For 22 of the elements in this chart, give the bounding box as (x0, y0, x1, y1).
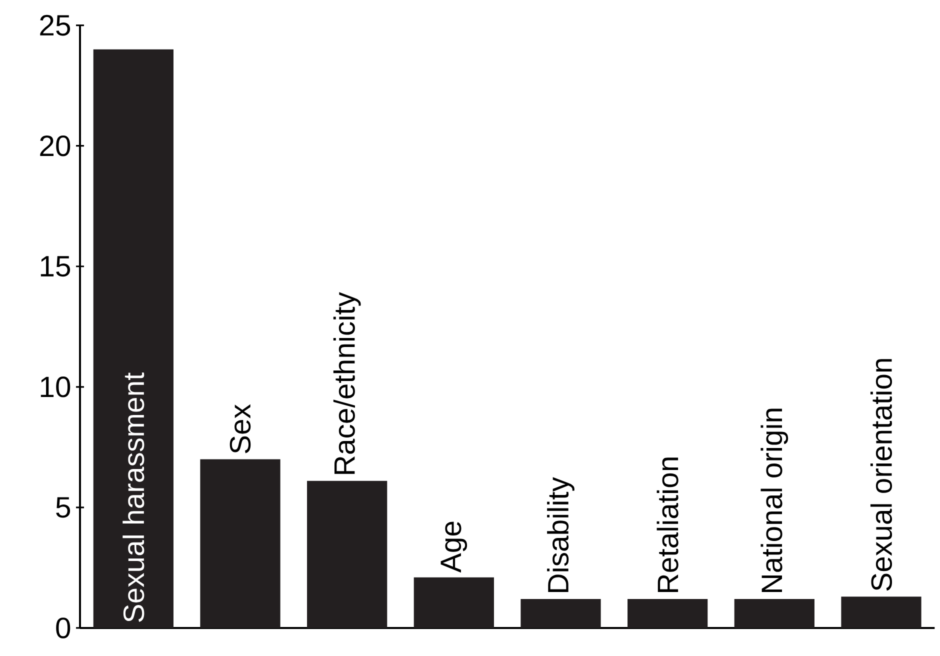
x-tick-label: National origin (760, 408, 788, 592)
bar (414, 577, 494, 628)
y-tick-label: 20 (40, 135, 70, 156)
x-tick-label: Sexual orientation (870, 359, 892, 591)
bar (93, 49, 174, 628)
x-tick-label: Retaliation (656, 458, 678, 592)
y-tick-label: 25 (40, 14, 70, 36)
x-tick-label: Age (440, 522, 468, 573)
bar (628, 599, 708, 628)
y-tick-label: 0 (56, 618, 70, 638)
x-tick-label: Sex (230, 404, 251, 454)
bar (734, 599, 814, 628)
y-tick-label: 10 (40, 376, 70, 398)
bar (520, 599, 601, 628)
x-tick-label: Sexual harassment (122, 372, 144, 622)
x-tick-label: Disability (547, 477, 574, 592)
y-tick-label: 5 (56, 497, 70, 518)
bar (307, 480, 388, 628)
x-tick-label: Race/ethnicity (333, 292, 361, 474)
bar (200, 459, 280, 628)
y-tick-label: 15 (40, 256, 70, 277)
bar (841, 596, 922, 628)
